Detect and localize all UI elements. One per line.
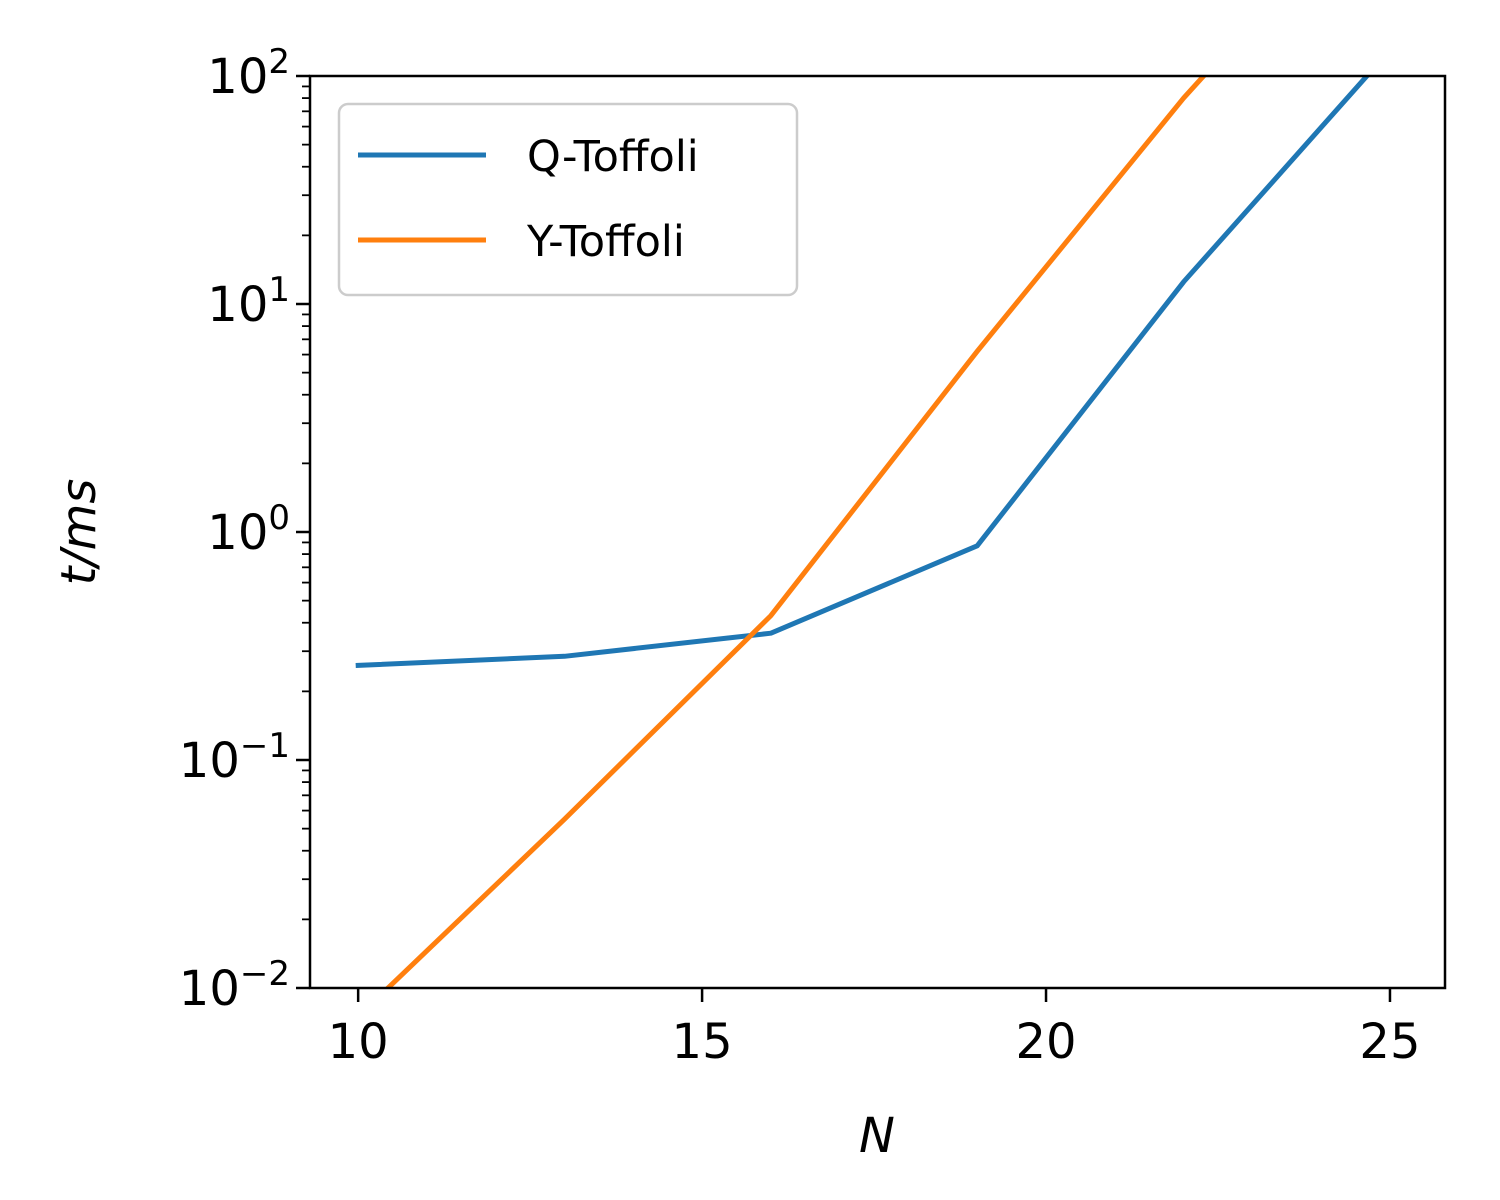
y-tick-label: 102 bbox=[207, 42, 290, 105]
legend: Q-Toffoli Y-Toffoli bbox=[337, 102, 799, 297]
y-tick-label: 101 bbox=[207, 270, 290, 333]
x-tick-label: 15 bbox=[672, 1014, 733, 1070]
y-axis: 10−2 10−1 100 101 102 bbox=[179, 42, 310, 1017]
y-tick-label: 100 bbox=[207, 498, 290, 561]
legend-box bbox=[337, 102, 799, 297]
legend-label-q-toffoli: Q-Toffoli bbox=[527, 132, 699, 182]
y-axis-label: t/ms bbox=[51, 479, 107, 586]
y-tick-label: 10−1 bbox=[179, 726, 290, 789]
y-tick-label: 10−2 bbox=[179, 954, 290, 1017]
x-tick-label: 25 bbox=[1359, 1014, 1420, 1070]
series-line-q-toffoli bbox=[355, 76, 1371, 669]
x-axis-label: N bbox=[859, 1108, 895, 1164]
legend-label-y-toffoli: Y-Toffoli bbox=[526, 217, 685, 267]
x-axis: 10 15 20 25 bbox=[328, 988, 1421, 1070]
x-tick-label: 20 bbox=[1015, 1014, 1076, 1070]
x-tick-label: 10 bbox=[328, 1014, 389, 1070]
series-line-y-toffoli bbox=[384, 76, 1207, 988]
series-layer bbox=[355, 76, 1371, 988]
